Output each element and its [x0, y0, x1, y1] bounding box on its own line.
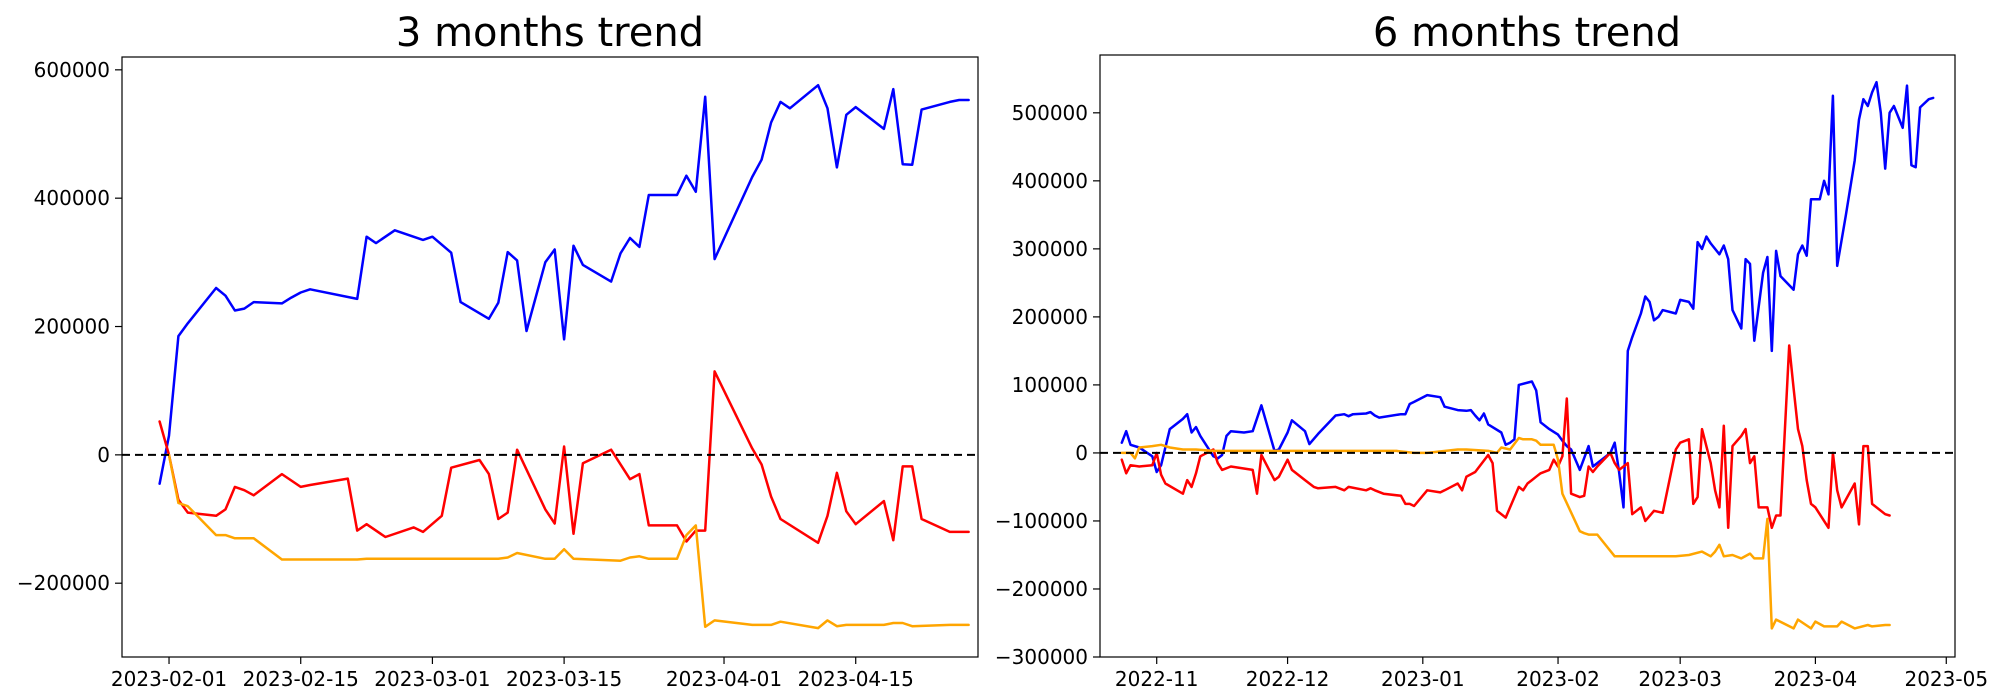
x-tick-label: 2023-04-15 — [798, 667, 914, 691]
x-axis: 2023-02-01 2023-02-15 2023-03-01 2023-03-15… — [111, 657, 914, 691]
x-axis: 2022-11 2022-12 2023-01 2023-02 2023-03 2023-… — [1115, 657, 1988, 691]
y-axis: −300000 −200000 −100000 0 100000 200000 300000… — [995, 101, 1100, 669]
plot-frame — [121, 56, 979, 658]
chart-6-months-trend: 6 months trend 2022-11 2022-12 2023-01 2023… — [995, 10, 1988, 691]
y-tick-label: 0 — [1075, 441, 1088, 465]
y-tick-label: 400000 — [1012, 169, 1088, 193]
y-tick-label: 0 — [97, 443, 110, 467]
series-line-1 — [158, 83, 970, 485]
x-tick-label: 2022-11 — [1115, 667, 1199, 691]
y-axis: −200000 0 200000 400000 600000 — [17, 58, 122, 595]
y-tick-label: −200000 — [17, 571, 110, 595]
x-tick-label: 2023-02-01 — [111, 667, 227, 691]
y-tick-label: −200000 — [995, 577, 1088, 601]
chart-title: 3 months trend — [396, 10, 704, 56]
y-tick-label: 600000 — [34, 58, 110, 82]
chart-title: 6 months trend — [1373, 10, 1681, 56]
series-group — [158, 83, 970, 630]
y-tick-label: 200000 — [1012, 305, 1088, 329]
y-tick-label: 500000 — [1012, 101, 1088, 125]
x-tick-label: 2023-03-01 — [374, 667, 490, 691]
series-line-3 — [167, 453, 970, 630]
y-tick-label: −300000 — [995, 645, 1088, 669]
y-tick-label: 400000 — [34, 186, 110, 210]
y-tick-label: −100000 — [995, 509, 1088, 533]
x-tick-label: 2023-05 — [1904, 667, 1988, 691]
x-tick-label: 2023-03-15 — [506, 667, 622, 691]
chart-3-months-trend: 3 months trend 2023-02-01 2023-02-15 2023-… — [17, 10, 979, 691]
x-tick-label: 2022-12 — [1246, 667, 1330, 691]
x-tick-label: 2023-04 — [1774, 667, 1858, 691]
series-group — [1120, 80, 1935, 630]
series-line-2 — [1120, 344, 1891, 530]
series-line-3 — [1120, 436, 1891, 630]
series-line-2 — [158, 370, 970, 545]
y-tick-label: 100000 — [1012, 373, 1088, 397]
plot-area: 2022-11 2022-12 2023-01 2023-02 2023-03 2023-… — [995, 54, 1988, 691]
x-tick-label: 2023-03 — [1638, 667, 1722, 691]
plot-area: 2023-02-01 2023-02-15 2023-03-01 2023-03-15… — [17, 56, 979, 691]
x-tick-label: 2023-04-01 — [666, 667, 782, 691]
x-tick-label: 2023-01 — [1381, 667, 1465, 691]
x-tick-label: 2023-02 — [1516, 667, 1600, 691]
series-line-1 — [1120, 80, 1935, 509]
x-tick-label: 2023-02-15 — [243, 667, 359, 691]
y-tick-label: 300000 — [1012, 237, 1088, 261]
y-tick-label: 200000 — [34, 315, 110, 339]
plot-frame — [1099, 54, 1956, 658]
